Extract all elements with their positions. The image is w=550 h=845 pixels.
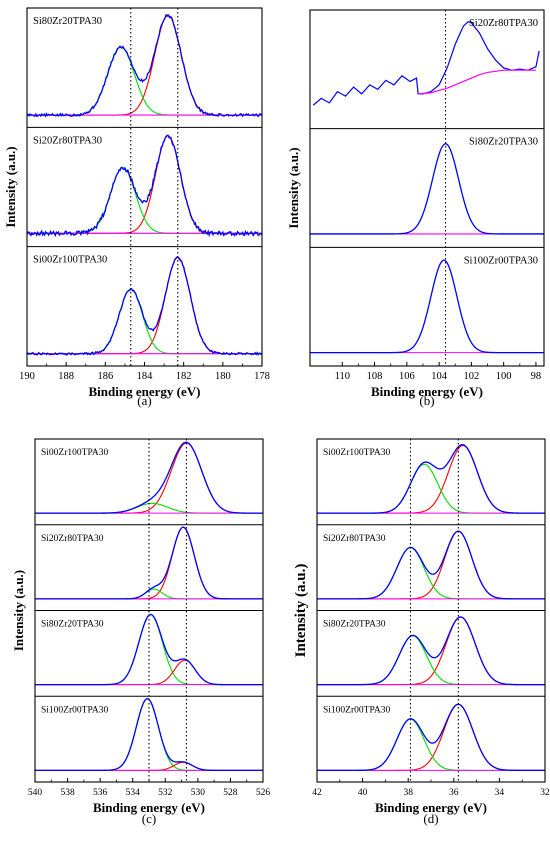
- x-tick-label: 108: [367, 371, 383, 382]
- x-tick-label: 100: [496, 371, 512, 382]
- subplot-Si100Zr00TPA30: Si100Zr00TPA30: [317, 695, 545, 772]
- x-tick-label: 532: [158, 788, 173, 798]
- envelope-line: [317, 616, 545, 686]
- x-tick-label: 102: [464, 371, 480, 382]
- subplot-Si80Zr20TPA30: Si80Zr20TPA30: [317, 610, 545, 686]
- subplot-Si100Zr00TPA30: Si100Zr00TPA30: [310, 246, 544, 354]
- envelope-line: [26, 13, 263, 118]
- subplot-Si80Zr20TPA30: Si80Zr20TPA30: [35, 610, 263, 686]
- x-tick-label: 34: [495, 788, 505, 798]
- y-axis-label: Intensity (a.u.): [293, 564, 309, 658]
- envelope-line: [310, 259, 544, 354]
- fit-peak-line: [27, 46, 262, 116]
- x-tick-label: 110: [335, 371, 350, 382]
- subplot-Si20Zr80TPA30: Si20Zr80TPA30: [35, 524, 263, 600]
- subplot-label: Si00Zr100TPA30: [323, 448, 390, 458]
- x-axis-label: Binding energy (eV): [93, 800, 205, 815]
- subplot-label: Si20Zr80TPA30: [469, 18, 538, 29]
- plot-frame: [26, 7, 263, 367]
- envelope-line: [26, 256, 263, 356]
- envelope-line: [35, 526, 263, 600]
- x-tick-label: 32: [540, 788, 550, 798]
- subplot-Si00Zr100TPA30: Si00Zr100TPA30: [26, 246, 263, 356]
- x-tick-label: 180: [215, 371, 231, 382]
- subplot-Si00Zr100TPA30: Si00Zr100TPA30: [317, 443, 545, 514]
- x-tick-label: 104: [431, 371, 448, 382]
- fit-peak-line: [27, 256, 262, 355]
- subplot-label: Si20Zr80TPA30: [323, 534, 386, 544]
- x-tick-label: 42: [312, 788, 322, 798]
- subplot-Si20Zr80TPA30: Si20Zr80TPA30: [312, 18, 540, 106]
- x-tick-label: 36: [449, 788, 459, 798]
- x-tick-label: 186: [97, 371, 113, 382]
- envelope-line: [317, 703, 545, 772]
- x-tick-label: 182: [176, 371, 192, 382]
- x-tick-label: 178: [254, 371, 270, 382]
- y-axis-label: Intensity (a.u.): [286, 147, 301, 228]
- subplot-label: Si80Zr20TPA30: [33, 16, 102, 27]
- x-tick-label: 40: [358, 788, 368, 798]
- envelope-line: [317, 443, 545, 514]
- x-tick-label: 536: [93, 788, 108, 798]
- subplot-label: Si20Zr80TPA30: [41, 534, 104, 544]
- subplot-label: Si00Zr100TPA30: [41, 448, 108, 458]
- subplot-Si80Zr20TPA30: Si80Zr20TPA30: [26, 13, 263, 118]
- x-tick-label: 38: [403, 788, 413, 798]
- x-tick-label: 526: [256, 788, 271, 798]
- panel-c: Si00Zr100TPA30 Si20Zr80TPA30 Si80Zr20TPA30…: [11, 438, 271, 826]
- panel-label: (b): [419, 393, 434, 408]
- plot-frame: [309, 9, 545, 367]
- panel-a: Si80Zr20TPA30 Si20Zr80TPA30 Si00Zr100TPA30…: [3, 7, 270, 408]
- x-tick-label: 540: [28, 788, 43, 798]
- x-tick-label: 98: [531, 371, 542, 382]
- envelope-line: [317, 530, 545, 600]
- panel-label: (a): [137, 393, 151, 408]
- envelope-line: [26, 134, 263, 238]
- y-axis-label: Intensity (a.u.): [11, 570, 26, 651]
- panel-label: (d): [423, 811, 438, 826]
- series-line-background: [418, 69, 536, 95]
- envelope-line: [310, 143, 544, 235]
- fit-peak-line: [317, 718, 545, 771]
- subplot-Si20Zr80TPA30: Si20Zr80TPA30: [317, 524, 545, 600]
- subplot-label: Si00Zr100TPA30: [33, 255, 107, 266]
- subplot-label: Si20Zr80TPA30: [33, 135, 102, 146]
- subplot-label: Si100Zr00TPA30: [323, 705, 390, 715]
- panel-d: Si00Zr100TPA30 Si20Zr80TPA30 Si80Zr20TPA30…: [293, 438, 550, 826]
- x-axis-label: Binding energy (eV): [89, 384, 201, 399]
- fit-peak-line: [317, 635, 545, 686]
- x-tick-label: 530: [191, 788, 206, 798]
- x-tick-label: 188: [58, 371, 74, 382]
- x-axis-label: Binding energy (eV): [375, 800, 487, 815]
- subplot-Si20Zr80TPA30: Si20Zr80TPA30: [26, 126, 263, 238]
- panel-b: Si20Zr80TPA30 Si80Zr20TPA30 Si100Zr00TPA30…: [286, 9, 545, 408]
- fit-peak-line: [27, 288, 262, 355]
- x-tick-label: 106: [399, 371, 415, 382]
- subplot-Si80Zr20TPA30: Si80Zr20TPA30: [310, 128, 544, 235]
- fit-peak-line: [317, 463, 545, 514]
- subplot-label: Si80Zr20TPA30: [469, 137, 538, 148]
- x-tick-label: 538: [60, 788, 75, 798]
- x-tick-label: 534: [126, 788, 141, 798]
- x-tick-label: 184: [137, 371, 154, 382]
- subplot-label: Si100Zr00TPA30: [464, 255, 538, 266]
- y-axis-label: Intensity (a.u.): [3, 146, 18, 227]
- x-tick-label: 190: [19, 371, 35, 382]
- panel-label: (c): [142, 811, 156, 826]
- subplot-label: Si100Zr00TPA30: [41, 705, 108, 715]
- x-axis-label: Binding energy (eV): [371, 384, 483, 399]
- x-tick-label: 528: [223, 788, 238, 798]
- subplot-label: Si80Zr20TPA30: [41, 620, 104, 630]
- subplot-label: Si80Zr20TPA30: [323, 620, 386, 630]
- subplot-Si00Zr100TPA30: Si00Zr100TPA30: [35, 441, 263, 514]
